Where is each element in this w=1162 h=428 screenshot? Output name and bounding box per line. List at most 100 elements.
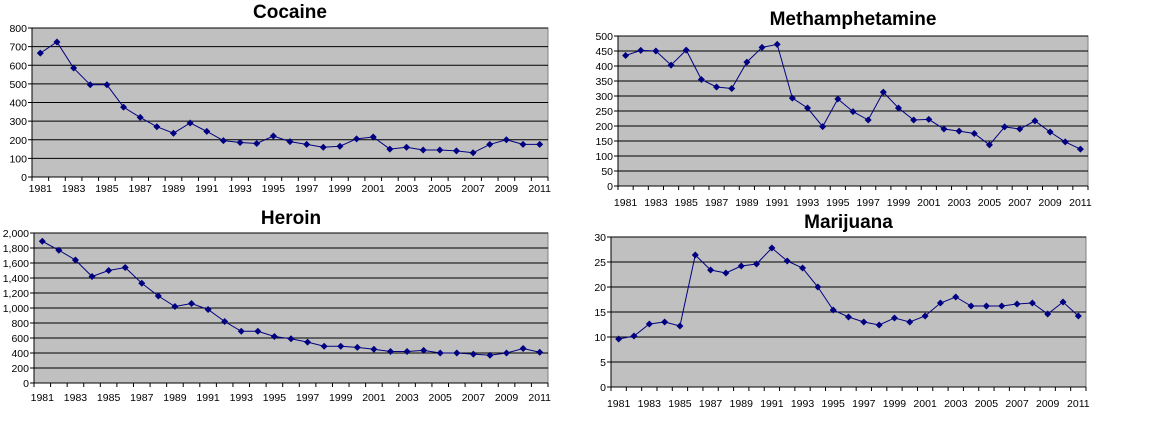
chart-title: Methamphetamine: [770, 9, 937, 30]
data-point: [998, 302, 1006, 310]
data-point: [353, 135, 361, 143]
data-point: [860, 318, 868, 326]
data-point: [970, 130, 978, 137]
data-point: [237, 327, 245, 335]
y-tick-label: 450: [595, 46, 613, 58]
x-tick-label: 1999: [887, 197, 911, 209]
data-point: [906, 318, 914, 326]
data-point: [921, 312, 929, 320]
x-tick-label: 1989: [162, 183, 186, 195]
data-point: [728, 85, 736, 92]
data-point: [707, 266, 715, 274]
data-point: [637, 46, 645, 54]
x-tick-label: 1987: [129, 183, 153, 195]
y-tick-label: 1,600: [3, 258, 29, 270]
data-point: [337, 342, 345, 350]
cocaine-chart: Cocaine 0 100 200 300 400 500 600 700 800 1981 1983…: [9, 2, 551, 195]
data-point: [436, 349, 444, 357]
data-point: [55, 246, 63, 254]
chart-title: Marijuana: [804, 212, 893, 233]
data-point: [519, 345, 527, 352]
data-point: [1031, 117, 1039, 125]
data-point: [890, 314, 898, 322]
y-tick-label: 1,200: [3, 288, 29, 300]
x-tick-label: 2003: [944, 398, 968, 410]
data-point: [894, 104, 902, 112]
data-point: [221, 318, 229, 325]
data-point: [737, 262, 745, 270]
x-tick-label: 1999: [883, 398, 907, 410]
y-tick-label: 25: [594, 257, 606, 269]
y-tick-label: 400: [595, 61, 613, 73]
data-point: [236, 139, 244, 147]
data-point: [319, 143, 327, 151]
data-point: [1013, 300, 1021, 308]
data-point: [469, 350, 477, 358]
x-tick-label: 2011: [1067, 398, 1090, 410]
data-point: [353, 343, 361, 351]
x-tick-label: 1993: [796, 197, 820, 209]
y-tick-label: 250: [595, 106, 613, 118]
x-tick-label: 1985: [95, 183, 119, 195]
x-tick-label: 2007: [1008, 197, 1032, 209]
x-tick-label: 2009: [495, 183, 519, 195]
y-tick-label: 600: [11, 333, 29, 345]
data-point: [1001, 123, 1009, 131]
data-point: [320, 342, 328, 350]
x-tick-label: 1981: [607, 398, 631, 410]
y-tick-label: 1,800: [3, 243, 29, 255]
x-tick-label: 2009: [1036, 398, 1060, 410]
data-point: [403, 143, 411, 151]
y-tick-label: 300: [595, 91, 613, 103]
data-point: [253, 139, 261, 147]
chart-title: Heroin: [261, 208, 321, 229]
data-point: [486, 140, 494, 148]
data-point: [743, 58, 751, 66]
data-point: [169, 129, 177, 137]
x-tick-label: 1995: [263, 392, 287, 404]
x-tick-label: 1995: [262, 183, 286, 195]
data-point: [682, 46, 690, 54]
data-point: [136, 113, 144, 121]
x-tick-label: 2001: [362, 392, 386, 404]
x-tick-label: 2003: [395, 392, 419, 404]
data-point: [1016, 125, 1024, 133]
x-tick-label: 1985: [97, 392, 121, 404]
y-tick-label: 100: [9, 153, 27, 165]
data-point: [88, 273, 96, 280]
x-tick-label: 2001: [362, 183, 386, 195]
y-tick-label: 10: [594, 332, 606, 344]
x-tick-label: 1999: [329, 392, 353, 404]
data-point: [138, 279, 146, 287]
data-point: [982, 302, 990, 310]
data-point: [219, 137, 227, 145]
data-point: [53, 38, 61, 46]
data-point: [536, 348, 544, 356]
data-point: [845, 313, 852, 321]
y-tick-label: 500: [9, 79, 27, 91]
y-tick-label: 200: [11, 363, 29, 375]
data-point: [204, 306, 212, 313]
y-tick-label: 350: [595, 76, 613, 88]
y-tick-label: 700: [9, 42, 27, 54]
data-point: [269, 132, 277, 140]
data-point: [286, 138, 294, 146]
x-tick-label: 2003: [395, 183, 419, 195]
methamphetamine-chart: Methamphetamine 0 50 100 150 200 250 300 350 400 4…: [595, 9, 1091, 209]
data-point: [713, 83, 721, 91]
x-tick-label: 2007: [462, 392, 486, 404]
x-tick-label: 2003: [947, 197, 971, 209]
x-tick-label: 1991: [195, 183, 219, 195]
x-tick-label: 1985: [675, 197, 699, 209]
data-point: [103, 81, 111, 89]
x-tick-label: 1989: [163, 392, 187, 404]
x-tick-label: 1993: [230, 392, 254, 404]
data-point: [254, 327, 262, 335]
x-tick-label: 1989: [735, 197, 759, 209]
x-tick-label: 1993: [228, 183, 252, 195]
data-point: [783, 257, 791, 265]
data-point: [630, 332, 638, 340]
x-tick-label: 1999: [328, 183, 352, 195]
data-point: [336, 142, 344, 150]
data-point: [925, 115, 933, 123]
